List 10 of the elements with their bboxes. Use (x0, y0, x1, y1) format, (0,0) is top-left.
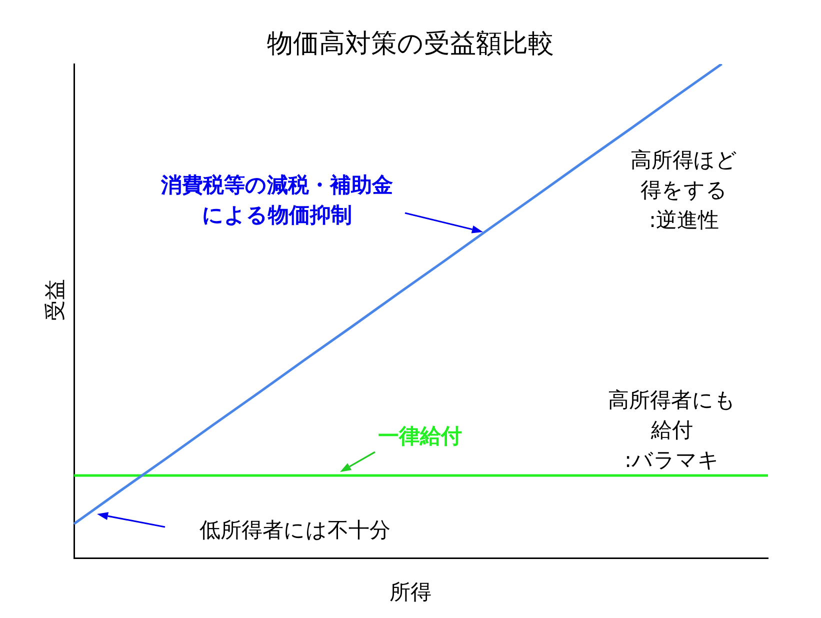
chart-title: 物価高対策の受益額比較 (266, 28, 555, 61)
annotation: 一律給付 (377, 423, 463, 450)
annotation: :逆進性 (648, 207, 720, 234)
annotation: 高所得者にも給付 (607, 387, 737, 444)
annotation: :バラマキ (623, 447, 721, 474)
x-axis-title: 所得 (388, 579, 432, 606)
annotation: 消費税等の減税・補助金による物価抑制 (160, 172, 394, 229)
annotation: 低所得者には不十分 (198, 517, 392, 544)
annotation: 高所得ほど得をする (630, 147, 738, 204)
y-axis-title: 受益 (42, 279, 68, 321)
